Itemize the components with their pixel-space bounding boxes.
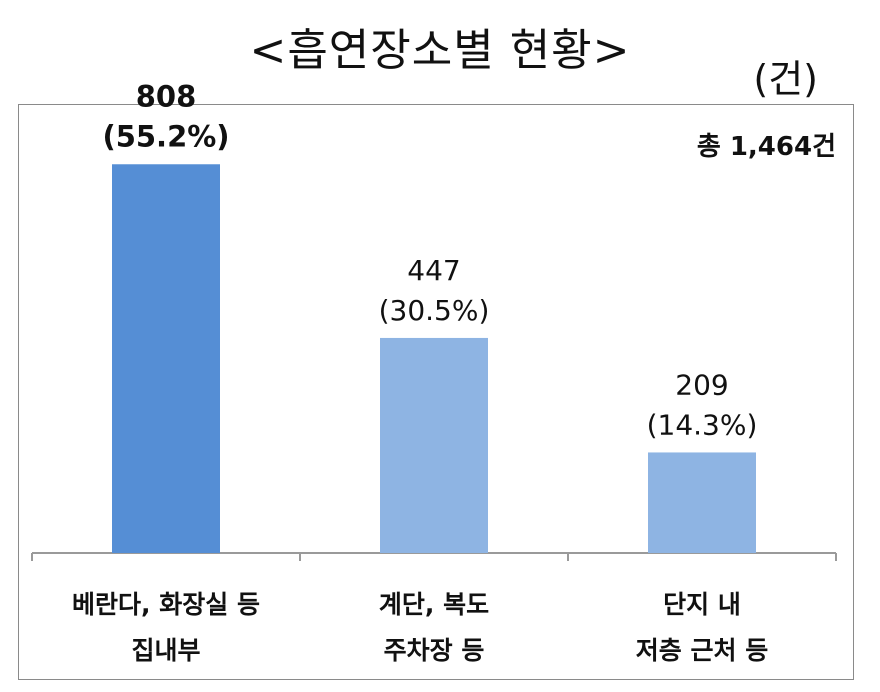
x-tick-label: 베란다, 화장실 등	[72, 590, 260, 619]
bar-2	[380, 337, 488, 553]
x-tick-label: 저층 근처 등	[636, 636, 768, 665]
data-label-percent: (55.2%)	[102, 119, 229, 153]
chart-title: <흡연장소별 현황>	[249, 25, 631, 76]
x-tick-label: 집내부	[131, 636, 200, 665]
data-label-percent: (30.5%)	[379, 294, 490, 327]
x-tick-label: 주차장 등	[384, 636, 485, 665]
data-label-value: 808	[136, 79, 197, 113]
x-tick-label: 계단, 복도	[379, 590, 489, 619]
unit-label: (건)	[753, 57, 818, 101]
bar-3	[648, 452, 756, 553]
total-label: 총 1,464건	[697, 132, 836, 162]
data-label-percent: (14.3%)	[647, 408, 758, 441]
chart-frame	[18, 104, 854, 680]
data-label-value: 447	[407, 254, 460, 287]
bar-1	[112, 164, 220, 554]
data-label-value: 209	[675, 368, 728, 401]
x-tick-label: 단지 내	[663, 590, 741, 619]
